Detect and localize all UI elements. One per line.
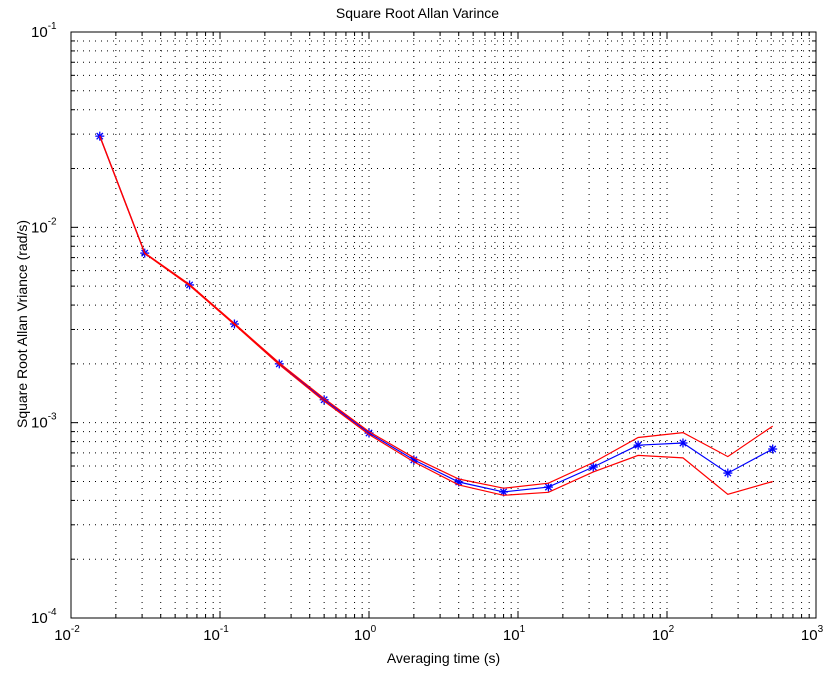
- axis-ticks: [70, 31, 817, 619]
- x-tick-label: 103: [801, 624, 824, 644]
- x-tick-label: 100: [354, 624, 377, 644]
- series-2: [99, 136, 773, 496]
- x-tick-label: 101: [503, 624, 526, 644]
- chart-title: Square Root Allan Varince: [335, 5, 500, 21]
- y-tick-label: 10-4: [31, 607, 57, 627]
- grid: [71, 32, 816, 618]
- x-axis-label: Averaging time (s): [386, 650, 501, 666]
- series-1: [99, 135, 774, 489]
- y-axis-label: Square Root Allan Vriance (rad/s): [14, 219, 30, 429]
- x-tick-label: 102: [652, 624, 675, 644]
- y-tick-label: 10-2: [31, 216, 57, 236]
- plot-frame: [70, 31, 817, 619]
- x-tick-label: 10-1: [203, 624, 229, 644]
- y-tick-label: 10-1: [31, 21, 57, 41]
- y-tick-label: 10-3: [31, 412, 57, 432]
- x-tick-label: 10-2: [54, 624, 80, 644]
